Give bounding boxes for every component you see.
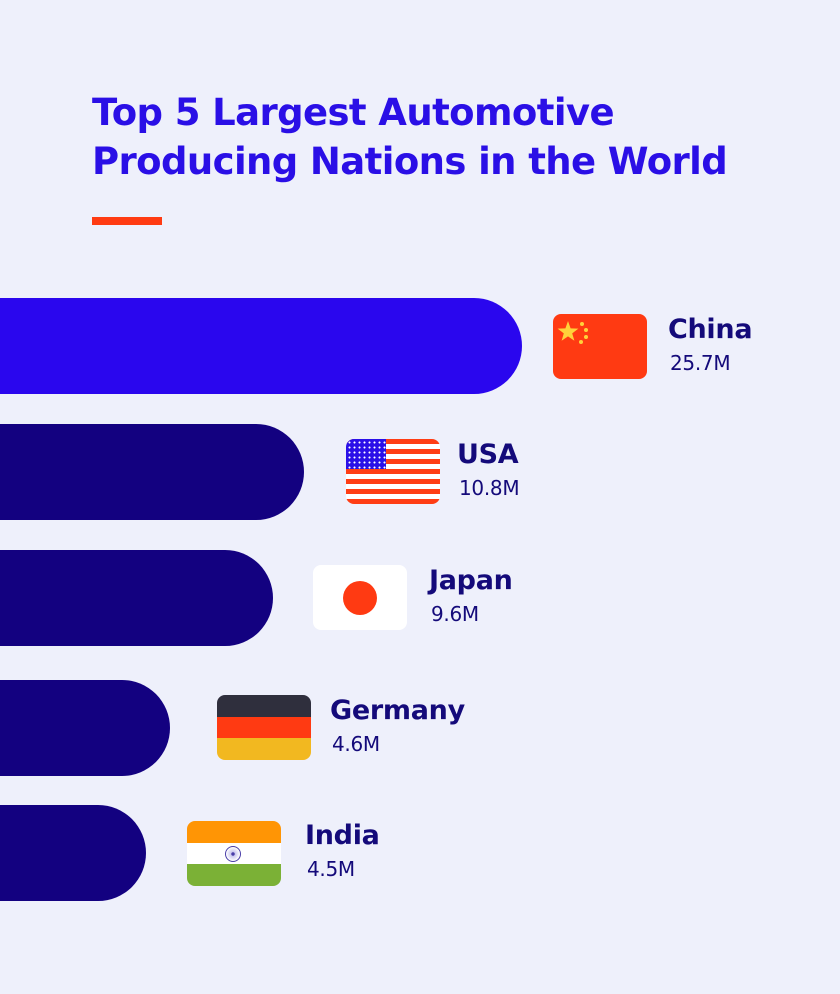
china-flag-icon <box>553 314 647 379</box>
bar-india <box>0 805 146 901</box>
bar-china <box>0 298 522 394</box>
label-japan: Japan 9.6M <box>429 565 513 627</box>
bar-germany <box>0 680 170 776</box>
germany-flag-stripe-red <box>217 716 311 739</box>
usa-flag-canton <box>346 439 386 469</box>
india-flag-stripe-green <box>187 864 281 886</box>
country-value: 10.8M <box>459 476 520 500</box>
country-name: China <box>668 314 753 345</box>
label-india: India 4.5M <box>305 820 380 882</box>
germany-flag-icon <box>217 695 311 760</box>
chart-title: Top 5 Largest Automotive Producing Natio… <box>92 88 792 186</box>
country-value: 4.6M <box>332 732 380 756</box>
germany-flag-stripe-gold <box>217 738 311 760</box>
label-germany: Germany 4.6M <box>330 695 465 757</box>
germany-flag-stripe-black <box>217 695 311 717</box>
label-usa: USA 10.8M <box>457 439 520 501</box>
india-flag-icon <box>187 821 281 886</box>
country-name: Japan <box>429 565 513 596</box>
chart-title-line-1: Top 5 Largest Automotive <box>92 91 615 134</box>
title-accent-rule <box>92 217 162 225</box>
country-value: 4.5M <box>307 857 355 881</box>
country-name: India <box>305 820 380 851</box>
country-value: 25.7M <box>670 351 731 375</box>
japan-flag-icon <box>313 565 407 630</box>
india-flag-chakra-icon <box>225 845 241 862</box>
country-name: Germany <box>330 695 465 726</box>
chart-title-line-2: Producing Nations in the World <box>92 140 728 183</box>
country-value: 9.6M <box>431 602 479 626</box>
usa-flag-icon <box>346 439 440 504</box>
bar-japan <box>0 550 273 646</box>
country-name: USA <box>457 439 519 470</box>
bar-usa <box>0 424 304 520</box>
japan-flag-disc <box>343 581 377 615</box>
india-flag-stripe-white <box>187 842 281 865</box>
label-china: China 25.7M <box>668 314 753 376</box>
india-flag-stripe-saffron <box>187 821 281 843</box>
